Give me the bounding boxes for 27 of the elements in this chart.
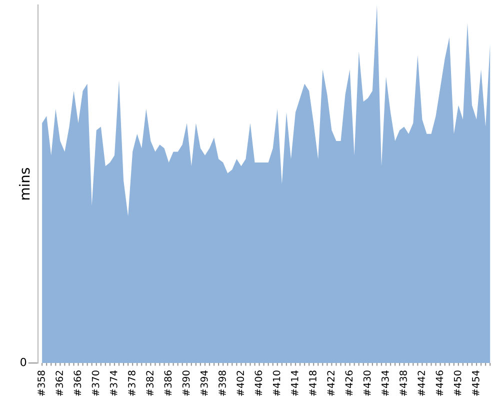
x-tick-label: #386	[164, 370, 172, 396]
x-tick-label: #358	[38, 370, 45, 396]
x-tick-label: #434	[381, 370, 389, 396]
x-tick-label: #450	[454, 370, 462, 396]
x-tick-label: #382	[146, 370, 154, 396]
text: 0	[20, 358, 26, 366]
x-tick-label: #410	[272, 370, 280, 396]
x-tick-label: #418	[309, 370, 316, 396]
x-tick-label: #370	[92, 370, 100, 396]
x-tick-label: #378	[128, 370, 136, 396]
x-tick-label: #446	[436, 370, 444, 396]
x-tick-label: #394	[200, 370, 208, 396]
x-tick-label: #414	[291, 370, 298, 396]
x-tick-label: #406	[254, 370, 262, 396]
x-tick-label: #422	[327, 370, 334, 396]
x-tick-label: #398	[218, 370, 226, 396]
x-tick-label: #402	[236, 370, 244, 396]
y-axis-title: mins	[19, 168, 30, 200]
x-tick-label: #442	[418, 370, 425, 396]
x-tick-label: #366	[74, 370, 82, 396]
x-tick-label: #426	[345, 370, 353, 396]
x-tick-label: #374	[110, 370, 118, 396]
x-tick-label: #362	[56, 370, 63, 396]
x-tick-label: #438	[400, 370, 407, 396]
x-tick-label: #390	[182, 370, 190, 396]
x-tick-label: #430	[363, 370, 371, 396]
x-tick-label: #454	[472, 370, 480, 396]
